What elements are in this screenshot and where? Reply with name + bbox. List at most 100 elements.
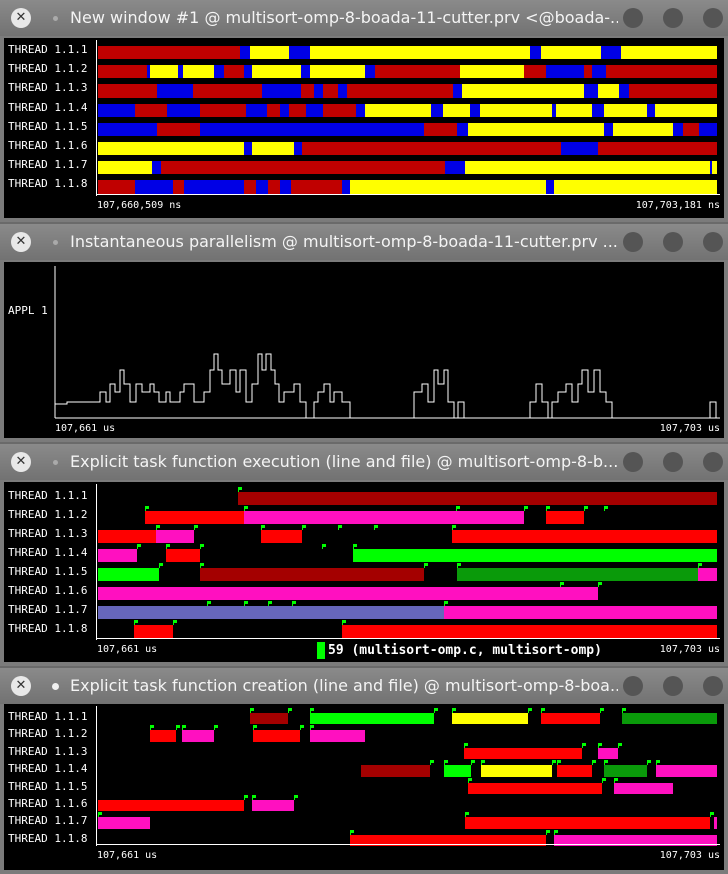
- state-segment: [347, 84, 375, 98]
- state-segment: [457, 122, 468, 136]
- state-segment: [453, 84, 462, 98]
- state-segment: [98, 800, 244, 812]
- window-thread-states: ✕ New window #1 @ multisort-omp-8-boada-…: [0, 0, 728, 222]
- event-flag: [444, 760, 448, 764]
- event-flag: [468, 777, 472, 781]
- shade-button[interactable]: [703, 676, 723, 696]
- titlebar[interactable]: ✕ New window #1 @ multisort-omp-8-boada-…: [0, 0, 728, 36]
- state-segment: [157, 122, 200, 136]
- close-icon[interactable]: ✕: [11, 8, 31, 28]
- state-segment: [98, 84, 108, 98]
- close-icon[interactable]: ✕: [11, 676, 31, 696]
- row-label: THREAD 1.1.3: [8, 527, 88, 540]
- shade-button[interactable]: [703, 232, 723, 252]
- sticky-dot-icon[interactable]: [52, 683, 59, 690]
- time-start-label: 107,661 us: [97, 644, 158, 655]
- event-flag: [656, 760, 660, 764]
- state-segment: [200, 568, 424, 581]
- titlebar[interactable]: ✕ Instantaneous parallelism @ multisort-…: [0, 224, 728, 260]
- value-axis: [96, 484, 97, 640]
- titlebar[interactable]: ✕ Explicit task function creation (line …: [0, 668, 728, 704]
- row-label: THREAD 1.1.7: [8, 158, 88, 172]
- state-segment: [310, 730, 365, 742]
- event-flag: [528, 708, 532, 711]
- state-segment: [470, 103, 480, 117]
- maximize-button[interactable]: [663, 232, 683, 252]
- event-flag: [524, 506, 528, 509]
- maximize-button[interactable]: [663, 676, 683, 696]
- close-icon[interactable]: ✕: [11, 232, 31, 252]
- row-label: THREAD 1.1.2: [8, 508, 88, 521]
- time-axis: [96, 194, 720, 195]
- state-segment: [291, 180, 342, 194]
- minimize-button[interactable]: [623, 452, 643, 472]
- state-segment: [375, 65, 460, 79]
- sticky-dot-icon[interactable]: [53, 16, 58, 21]
- event-flag: [546, 506, 550, 509]
- state-segment: [361, 765, 430, 777]
- state-segment: [323, 103, 356, 117]
- event-flag: [194, 525, 198, 528]
- state-segment: [546, 65, 584, 79]
- titlebar[interactable]: ✕ Explicit task function execution (line…: [0, 444, 728, 480]
- event-flag: [434, 708, 438, 711]
- state-segment: [606, 65, 717, 79]
- state-segment: [98, 606, 444, 619]
- state-segment: [350, 834, 546, 847]
- event-flag: [173, 620, 177, 623]
- state-segment: [598, 84, 619, 98]
- state-segment: [244, 180, 256, 194]
- state-segment: [310, 713, 434, 725]
- sticky-dot-icon[interactable]: [53, 240, 58, 245]
- maximize-button[interactable]: [663, 8, 683, 28]
- event-flag: [261, 525, 265, 528]
- state-segment: [356, 103, 365, 117]
- state-segment: [302, 142, 561, 156]
- minimize-button[interactable]: [623, 8, 643, 28]
- state-segment: [98, 65, 147, 79]
- time-axis: [96, 638, 720, 639]
- state-segment: [156, 530, 194, 543]
- row-label: THREAD 1.1.7: [8, 814, 88, 828]
- close-icon[interactable]: ✕: [11, 452, 31, 472]
- row-label: APPL 1: [8, 304, 48, 317]
- state-segment: [184, 180, 244, 194]
- event-flag: [252, 795, 256, 798]
- event-flag: [444, 601, 448, 604]
- event-flag: [182, 725, 186, 729]
- state-segment: [301, 84, 314, 98]
- state-segment: [253, 730, 300, 742]
- minimize-button[interactable]: [623, 232, 643, 252]
- state-segment: [244, 142, 252, 156]
- state-segment: [289, 103, 306, 117]
- event-flag: [302, 525, 306, 528]
- timeline-canvas[interactable]: THREAD 1.1.1 THREAD 1.1.2 THREAD 1.1.3 THRE…: [4, 704, 724, 870]
- shade-button[interactable]: [703, 8, 723, 28]
- state-segment: [323, 84, 338, 98]
- timeline-canvas[interactable]: THREAD 1.1.1 THREAD 1.1.2 THREAD 1.1.3 THRE…: [4, 38, 724, 218]
- maximize-button[interactable]: [663, 452, 683, 472]
- timeline-canvas[interactable]: APPL 1 107,661 us 107,703 us: [4, 262, 724, 438]
- state-segment: [530, 46, 541, 60]
- window-title: Explicit task function creation (line an…: [70, 676, 618, 695]
- state-segment: [256, 180, 268, 194]
- sticky-dot-icon[interactable]: [53, 460, 58, 465]
- row-label: THREAD 1.1.8: [8, 177, 88, 191]
- state-segment: [301, 65, 310, 79]
- state-segment: [173, 180, 184, 194]
- state-segment: [592, 65, 606, 79]
- event-flag: [647, 760, 651, 764]
- timeline-canvas[interactable]: 59 (multisort-omp.c, multisort-omp) THRE…: [4, 482, 724, 662]
- state-segment: [557, 765, 592, 777]
- shade-button[interactable]: [703, 452, 723, 472]
- minimize-button[interactable]: [623, 676, 643, 696]
- state-segment: [604, 103, 647, 117]
- state-segment: [524, 65, 546, 79]
- state-segment: [598, 142, 717, 156]
- state-segment: [561, 142, 598, 156]
- state-segment: [453, 46, 530, 60]
- row-label: THREAD 1.1.8: [8, 622, 88, 635]
- state-segment: [200, 103, 246, 117]
- state-segment: [541, 713, 600, 725]
- state-segment: [584, 84, 598, 98]
